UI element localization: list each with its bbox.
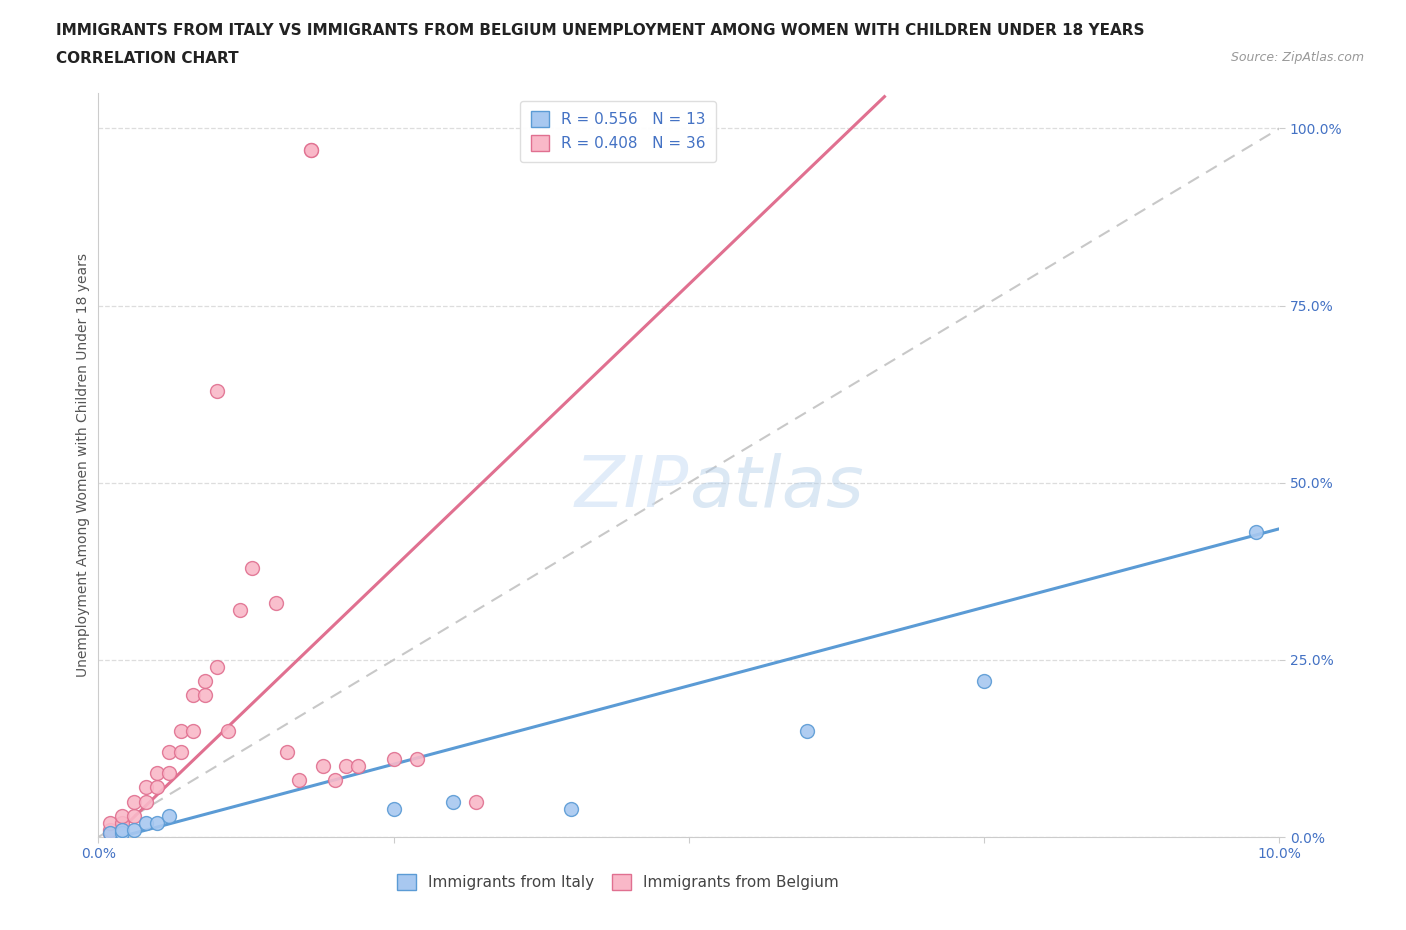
Point <box>465 794 488 809</box>
Point <box>205 659 228 674</box>
Text: atlas: atlas <box>689 453 863 522</box>
Point <box>146 780 169 795</box>
Point <box>264 596 287 611</box>
Point <box>181 724 204 738</box>
Point <box>181 688 204 703</box>
Point <box>98 826 121 841</box>
Point <box>312 759 335 774</box>
Point <box>335 759 357 774</box>
Point <box>157 808 180 823</box>
Text: CORRELATION CHART: CORRELATION CHART <box>56 51 239 66</box>
Point <box>205 383 228 398</box>
Point <box>299 142 322 157</box>
Text: IMMIGRANTS FROM ITALY VS IMMIGRANTS FROM BELGIUM UNEMPLOYMENT AMONG WOMEN WITH C: IMMIGRANTS FROM ITALY VS IMMIGRANTS FROM… <box>56 23 1144 38</box>
Point <box>135 780 157 795</box>
Point <box>194 688 217 703</box>
Point <box>111 826 134 841</box>
Point <box>157 765 180 780</box>
Point <box>146 765 169 780</box>
Point <box>796 724 818 738</box>
Text: Source: ZipAtlas.com: Source: ZipAtlas.com <box>1230 51 1364 64</box>
Point <box>406 751 429 766</box>
Point <box>560 802 582 817</box>
Point <box>1244 525 1267 539</box>
Point <box>323 773 346 788</box>
Legend: Immigrants from Italy, Immigrants from Belgium: Immigrants from Italy, Immigrants from B… <box>391 868 845 897</box>
Point <box>135 816 157 830</box>
Point <box>347 759 370 774</box>
Text: ZIP: ZIP <box>575 453 689 522</box>
Point <box>98 822 121 837</box>
Point <box>217 724 239 738</box>
Point <box>382 751 405 766</box>
Point <box>111 816 134 830</box>
Point <box>135 794 157 809</box>
Point <box>146 816 169 830</box>
Point <box>276 745 298 760</box>
Point <box>111 822 134 837</box>
Point <box>157 745 180 760</box>
Point <box>122 794 145 809</box>
Point <box>973 673 995 688</box>
Point <box>111 808 134 823</box>
Point <box>170 745 193 760</box>
Point <box>299 142 322 157</box>
Point <box>122 808 145 823</box>
Point <box>170 724 193 738</box>
Point <box>441 794 464 809</box>
Point <box>122 822 145 837</box>
Point <box>229 603 252 618</box>
Point <box>382 802 405 817</box>
Point <box>98 816 121 830</box>
Y-axis label: Unemployment Among Women with Children Under 18 years: Unemployment Among Women with Children U… <box>76 253 90 677</box>
Point <box>194 673 217 688</box>
Point <box>98 826 121 841</box>
Point <box>240 560 263 575</box>
Point <box>288 773 311 788</box>
